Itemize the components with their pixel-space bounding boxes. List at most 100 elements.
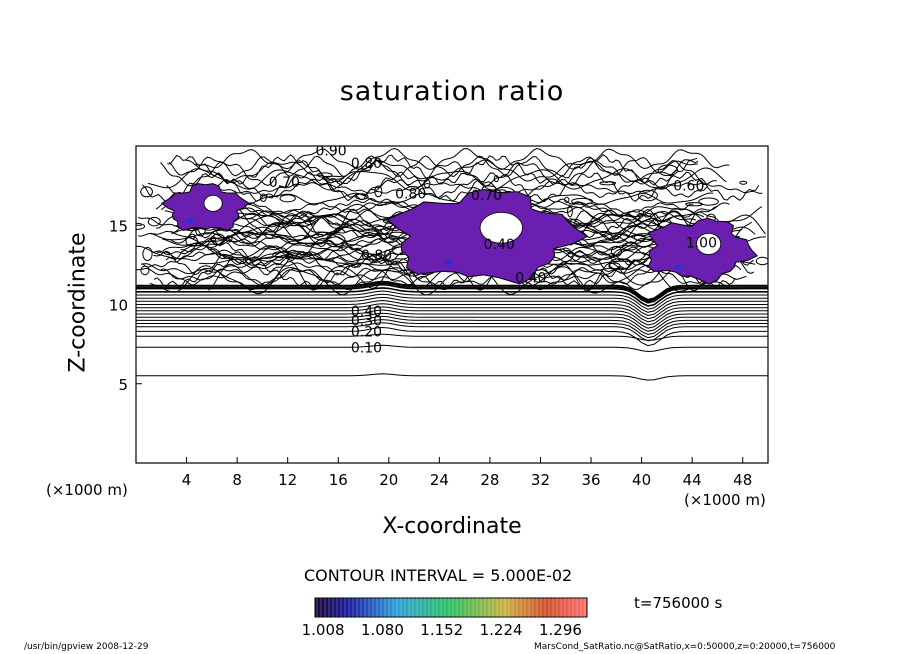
contour-loop: [599, 181, 617, 186]
contour-loop: [685, 202, 703, 207]
contour-loop: [211, 233, 226, 246]
contour-label: 0.40: [484, 237, 515, 253]
contour-label: 0.40: [515, 270, 546, 286]
contour-line: [136, 282, 768, 303]
contour-loop: [423, 179, 431, 189]
contour-loop: [567, 251, 574, 258]
contour-loop: [225, 235, 233, 243]
contour-loop: [279, 194, 296, 203]
contour-line: [147, 167, 727, 191]
x-tick-label: 48: [733, 471, 752, 489]
contour-line: [136, 306, 768, 326]
contour-loop: [621, 242, 638, 251]
x-tick-label: 44: [683, 471, 702, 489]
x-tick-label: 8: [232, 471, 242, 489]
contour-loop: [571, 197, 594, 205]
contour-label: 0.80: [361, 248, 392, 264]
x-tick-label: 16: [329, 471, 348, 489]
contour-line: [136, 312, 768, 332]
footer-left: /usr/bin/gpview 2008-12-29: [24, 642, 149, 652]
contour-loop: [755, 256, 768, 266]
contour-label: 0.80: [395, 186, 426, 202]
contour-loop: [355, 193, 369, 200]
contour-line: [142, 171, 760, 203]
contour-line: [136, 309, 768, 329]
y-tick-label: 10: [109, 297, 128, 315]
contour-label: 0.60: [673, 178, 704, 194]
contour-line: [136, 344, 768, 353]
x-tick-label: 28: [480, 471, 499, 489]
contour-loop: [564, 196, 570, 204]
contour-line: [175, 192, 714, 206]
contour-line: [136, 319, 768, 339]
contour-loop: [285, 252, 294, 259]
region-hole: [696, 232, 722, 255]
contour-label: 0.20: [351, 324, 382, 340]
contour-loop: [140, 265, 150, 276]
y-axis-label: Z-coordinate: [65, 232, 91, 373]
x-tick-label: 40: [632, 471, 651, 489]
x-unit-label-right: (×1000 m): [684, 491, 766, 509]
colorbar-tick-label: 1.152: [420, 621, 464, 639]
contour-loop: [189, 233, 196, 240]
contour-line: [136, 280, 768, 301]
region-core: [674, 264, 683, 270]
colorbar-tick-label: 1.296: [538, 621, 582, 639]
contour-loop: [142, 246, 153, 261]
contour-line: [136, 315, 768, 336]
contour-loop: [633, 234, 646, 241]
contour-loop: [325, 233, 346, 248]
contour-label: 0.90: [315, 144, 346, 160]
contour-loop: [316, 172, 333, 178]
contour-line: [136, 293, 768, 313]
contour-label: 0.30: [351, 313, 382, 329]
contour-loop: [608, 258, 632, 271]
contour-loop: [147, 216, 161, 227]
contour-loop: [739, 180, 748, 185]
stable-layer-contours: [136, 280, 768, 381]
contour-label: 0.80: [351, 156, 382, 172]
region-core: [444, 259, 453, 265]
y-tick-label: 5: [118, 376, 128, 394]
contour-loop: [637, 189, 658, 202]
contour-line: [136, 373, 768, 381]
x-tick-label: 24: [430, 471, 449, 489]
contour-line: [169, 155, 698, 178]
colorbar-tick-label: 1.224: [479, 621, 523, 639]
contour-line: [136, 299, 768, 320]
x-tick-label: 12: [278, 471, 297, 489]
contour-loop: [321, 175, 344, 180]
contour-line: [136, 333, 768, 341]
colorbar: [314, 597, 588, 618]
contour-line: [136, 296, 768, 317]
time-label: t=756000 s: [634, 594, 723, 612]
contour-label: 0.70: [269, 175, 300, 191]
contour-loop: [304, 219, 316, 226]
x-unit-label-left: (×1000 m): [46, 481, 128, 499]
footer-right: MarsCond_SatRatio.nc@SatRatio,x=0:50000,…: [534, 642, 836, 652]
contour-line: [136, 283, 768, 304]
contour-loop: [369, 254, 381, 261]
x-axis-label: X-coordinate: [382, 514, 522, 539]
chart-title: saturation ratio: [339, 76, 565, 107]
x-tick-label: 32: [531, 471, 550, 489]
contour-interval-label: CONTOUR INTERVAL = 5.000E-02: [304, 566, 573, 585]
contour-line: [136, 287, 768, 307]
x-tick-label: 36: [581, 471, 600, 489]
contour-line: [136, 322, 768, 342]
y-tick-label: 15: [109, 217, 128, 235]
x-axis: 4 8 12 16 20 24 28 32 36 40 44 48: [182, 457, 752, 489]
colorbar-tick-label: 1.008: [301, 621, 345, 639]
contour-loop: [185, 235, 199, 247]
contour-loop: [140, 186, 153, 198]
contour-loop: [657, 164, 679, 177]
contour-loop: [374, 185, 383, 198]
colorbar-stripes: [316, 598, 586, 617]
contour-loop: [493, 175, 499, 183]
contour-label: 0.70: [471, 188, 502, 204]
contour-loop: [610, 245, 623, 257]
contour-loop: [272, 251, 290, 259]
contour-loop: [567, 205, 573, 218]
contour-line: [204, 269, 730, 291]
